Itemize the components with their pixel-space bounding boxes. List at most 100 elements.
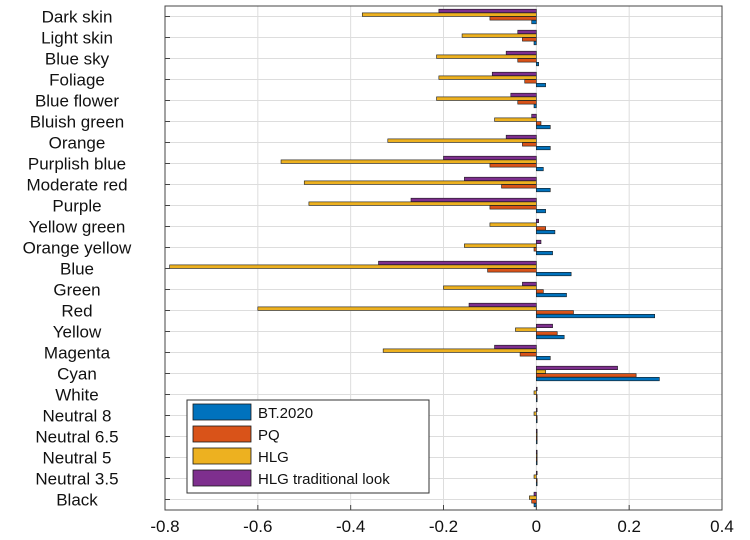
- legend: BT.2020 PQ HLG HLG traditional look: [186, 399, 430, 494]
- bar-white-hlg-traditional-look: [536, 386, 538, 392]
- bar-blue-sky-hlg: [436, 54, 537, 59]
- bar-black-pq: [531, 499, 537, 504]
- x-tick-label: 0: [532, 517, 541, 536]
- bar-purplish-blue-pq: [489, 163, 537, 168]
- bar-bluish-green-pq: [536, 121, 542, 126]
- bar-cyan-hlg-traditional-look: [536, 365, 618, 371]
- bar-foliage-hlg: [438, 75, 537, 80]
- bar-foliage-pq: [524, 79, 537, 84]
- bar-blue-sky-hlg-traditional-look: [505, 50, 537, 56]
- bar-orange-bt-2020: [536, 146, 551, 151]
- bar-yellow-pq: [536, 331, 558, 336]
- bar-light-skin-pq: [522, 37, 537, 42]
- bar-magenta-bt-2020: [536, 355, 551, 361]
- bar-neutral-6-5-hlg-traditional-look: [536, 428, 538, 434]
- bar-bluish-green-hlg: [494, 117, 537, 122]
- x-tick-label: -0.8: [150, 517, 179, 536]
- bar-white-pq: [536, 394, 538, 399]
- bar-orange-yellow-bt-2020: [536, 251, 553, 256]
- category-label: Light skin: [41, 29, 113, 48]
- category-label: Moderate red: [26, 176, 127, 195]
- bar-purple-hlg: [308, 201, 537, 206]
- bar-blue-bt-2020: [536, 271, 572, 277]
- bar-foliage-bt-2020: [536, 83, 546, 88]
- x-tick-label: 0.4: [710, 517, 734, 536]
- category-label: Yellow: [53, 323, 102, 342]
- bar-light-skin-bt-2020: [533, 40, 537, 46]
- category-label: Neutral 8: [43, 407, 112, 426]
- category-label: Blue sky: [45, 50, 110, 69]
- category-label: Cyan: [57, 365, 97, 384]
- bar-orange-yellow-hlg: [464, 243, 537, 248]
- legend-swatch-pq: [192, 425, 252, 443]
- bar-magenta-hlg: [382, 348, 537, 353]
- bar-neutral-6-5-bt-2020: [536, 439, 538, 445]
- bar-dark-skin-hlg-traditional-look: [438, 8, 537, 13]
- category-label: Neutral 5: [43, 449, 112, 468]
- bar-yellow-green-hlg-traditional-look: [536, 218, 539, 223]
- category-label: Green: [53, 281, 100, 300]
- bar-red-pq: [536, 310, 574, 315]
- category-label: Dark skin: [42, 8, 113, 27]
- category-labels: Dark skin Light skin Blue sky Foliage Blue f…: [23, 8, 170, 510]
- bar-blue-sky-pq: [517, 58, 537, 63]
- bar-orange-hlg-traditional-look: [505, 134, 537, 139]
- category-label: Magenta: [44, 344, 111, 363]
- x-tick-label: -0.4: [336, 517, 365, 536]
- bar-purplish-blue-hlg: [280, 159, 537, 164]
- bar-orange-hlg: [387, 138, 537, 143]
- bar-cyan-pq: [536, 373, 637, 378]
- category-label: Neutral 3.5: [35, 470, 118, 489]
- bar-cyan-hlg: [536, 369, 546, 374]
- category-label: Orange: [49, 134, 106, 153]
- bar-moderate-red-pq: [501, 184, 537, 189]
- bar-neutral-3-5-bt-2020: [536, 481, 538, 487]
- bar-black-hlg-traditional-look: [533, 491, 537, 497]
- bar-blue-sky-bt-2020: [536, 61, 539, 67]
- bar-black-hlg: [529, 495, 537, 500]
- bar-neutral-8-bt-2020: [536, 418, 538, 424]
- bar-yellow-green-bt-2020: [536, 230, 556, 235]
- category-label: Blue flower: [35, 92, 119, 111]
- bar-purple-hlg-traditional-look: [410, 197, 537, 202]
- bar-green-hlg-traditional-look: [522, 281, 537, 287]
- bar-blue-flower-hlg: [436, 96, 537, 101]
- bar-dark-skin-hlg: [361, 12, 537, 17]
- bar-yellow-bt-2020: [536, 334, 565, 340]
- bar-white-bt-2020: [536, 397, 538, 403]
- bar-yellow-hlg-traditional-look: [536, 323, 553, 329]
- bar-orange-yellow-pq: [533, 247, 537, 252]
- bar-purple-bt-2020: [536, 209, 546, 214]
- bar-yellow-green-hlg: [489, 222, 537, 227]
- x-axis-ticks: -0.8 -0.6 -0.4 -0.2 0 0.2 0.4: [150, 505, 734, 536]
- bar-neutral-5-bt-2020: [536, 460, 538, 466]
- bar-purple-pq: [489, 205, 537, 210]
- bar-blue-flower-bt-2020: [533, 104, 537, 109]
- bar-blue-hlg-traditional-look: [378, 260, 537, 266]
- category-label: Neutral 6.5: [35, 428, 118, 447]
- bar-red-hlg-traditional-look: [468, 302, 537, 308]
- legend-swatch-hlg: [192, 447, 252, 465]
- x-tick-label: -0.6: [243, 517, 272, 536]
- bar-magenta-hlg-traditional-look: [494, 344, 537, 350]
- bar-blue-pq: [487, 268, 537, 273]
- bar-yellow-hlg: [515, 327, 537, 332]
- bar-green-bt-2020: [536, 292, 567, 298]
- bar-neutral-5-hlg-traditional-look: [536, 449, 538, 455]
- bar-green-hlg: [443, 285, 537, 290]
- bar-yellow-green-pq: [536, 226, 546, 231]
- bar-foliage-hlg-traditional-look: [491, 71, 537, 76]
- bar-light-skin-hlg: [461, 33, 537, 38]
- legend-label-pq: PQ: [258, 427, 280, 444]
- category-label: White: [55, 386, 98, 405]
- bar-moderate-red-hlg-traditional-look: [464, 176, 537, 181]
- bar-neutral-8-hlg-traditional-look: [536, 407, 538, 413]
- bar-dark-skin-bt-2020: [531, 19, 537, 25]
- bar-neutral-8-pq: [536, 415, 538, 420]
- x-tick-label: 0.2: [617, 517, 641, 536]
- bar-white-hlg: [533, 390, 537, 395]
- bar-neutral-5-pq: [536, 457, 538, 462]
- bar-bluish-green-hlg-traditional-look: [531, 113, 537, 118]
- bar-orange-yellow-hlg-traditional-look: [536, 239, 542, 244]
